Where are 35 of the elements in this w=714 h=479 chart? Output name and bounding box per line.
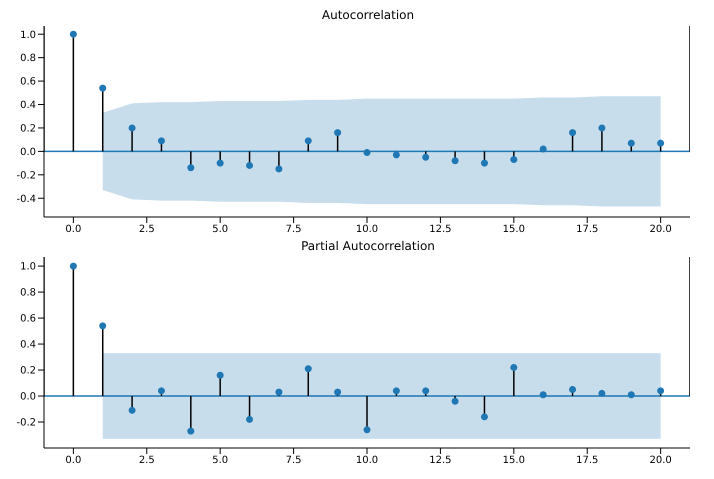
x-tick-label: 2.5 (138, 224, 155, 236)
x-tick-label: 10.0 (356, 224, 378, 236)
y-tick-label: 1.0 (20, 30, 36, 41)
chart-title: Autocorrelation (320, 8, 416, 22)
y-tick-label: 0.8 (20, 288, 36, 299)
x-tick-label: 10.0 (356, 455, 378, 466)
x-tick-label: 20.0 (650, 455, 672, 466)
y-tick-label: 1.0 (20, 262, 36, 273)
y-tick-label: -0.2 (16, 170, 36, 182)
x-tick-label: 7.5 (286, 455, 302, 466)
y-tick-label: 0.8 (20, 53, 36, 64)
chart-title: Partial Autocorrelation (300, 239, 436, 253)
x-tick-label: 2.5 (138, 455, 155, 466)
x-tick-label: 15.0 (502, 224, 525, 236)
x-tick-label: 5.0 (212, 455, 228, 466)
x-tick-label: 5.0 (212, 224, 228, 236)
x-tick-label: 17.5 (576, 455, 598, 466)
y-tick-label: 0.2 (20, 366, 36, 377)
y-tick-label: 0.4 (20, 340, 36, 351)
y-tick-label: 0.4 (20, 100, 36, 112)
x-tick-label: 15.0 (502, 455, 525, 466)
x-tick-label: 12.5 (429, 455, 452, 466)
x-tick-label: 12.5 (429, 224, 452, 236)
x-tick-label: 0.0 (65, 455, 82, 466)
x-tick-label: 0.0 (65, 224, 82, 236)
y-tick-label: 0.6 (20, 314, 36, 325)
y-tick-label: 0.6 (20, 76, 36, 88)
y-tick-label: 0.0 (20, 392, 36, 403)
x-tick-label: 17.5 (576, 224, 598, 236)
x-tick-label: 20.0 (650, 224, 672, 236)
y-tick-label: 0.0 (20, 146, 36, 158)
y-tick-label: -0.4 (16, 194, 36, 205)
x-tick-label: 7.5 (286, 224, 302, 236)
y-tick-label: 0.2 (20, 123, 36, 134)
y-tick-label: -0.2 (16, 418, 36, 429)
